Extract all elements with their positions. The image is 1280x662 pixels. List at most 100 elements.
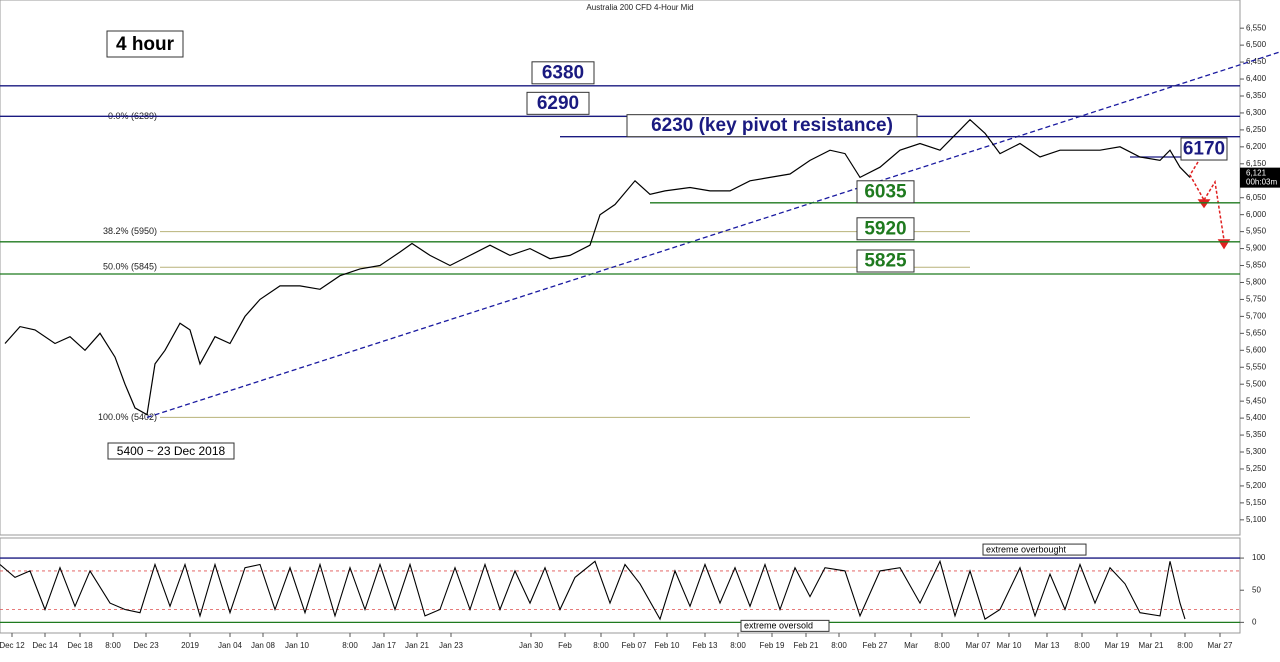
projection-arrows <box>1189 161 1231 250</box>
y-tick-label: 5,100 <box>1246 515 1267 524</box>
level-label: 5920 <box>864 218 906 239</box>
x-tick-label: Feb 07 <box>622 641 647 650</box>
y-tick-label: 5,400 <box>1246 413 1267 422</box>
x-tick-label: 8:00 <box>105 641 121 650</box>
y-tick-label: 6,150 <box>1246 159 1267 168</box>
trendline <box>146 51 1280 419</box>
oscillator-line <box>0 559 1186 621</box>
level-box <box>1180 137 1228 161</box>
y-tick-label: 5,950 <box>1246 227 1267 236</box>
x-tick-label: 8:00 <box>934 641 950 650</box>
x-tick-label: Jan 21 <box>405 641 430 650</box>
y-tick-label: 6,250 <box>1246 125 1267 134</box>
level-label: 6230 (key pivot resistance) <box>651 115 893 136</box>
y-tick-label: 6,000 <box>1246 210 1267 219</box>
x-tick-label: Dec 12 <box>0 641 25 650</box>
x-tick-label: Jan 10 <box>285 641 310 650</box>
y-tick-label: 5,250 <box>1246 464 1267 473</box>
countdown: 00h:03m <box>1246 178 1277 187</box>
low-box <box>107 442 235 460</box>
y-tick-label: 6,550 <box>1246 23 1267 32</box>
x-tick-label: 8:00 <box>1074 641 1090 650</box>
level-box <box>531 61 595 85</box>
y-tick-label: 6,200 <box>1246 142 1267 151</box>
timeframe-box <box>106 30 184 58</box>
x-tick-label: 8:00 <box>831 641 847 650</box>
x-tick-label: 8:00 <box>342 641 358 650</box>
x-tick-label: 2019 <box>181 641 199 650</box>
overbought-box <box>982 543 1087 556</box>
y-tick-label: 6,500 <box>1246 40 1267 49</box>
level-box <box>856 249 915 273</box>
y-tick-label: 5,850 <box>1246 261 1267 270</box>
y-tick-label: 5,500 <box>1246 379 1267 388</box>
x-tick-label: Jan 04 <box>218 641 243 650</box>
y-tick-label: 5,450 <box>1246 396 1267 405</box>
y-tick-label: 5,900 <box>1246 244 1267 253</box>
last-price-tag <box>1240 167 1280 188</box>
fib-label: 38.2% (5950) <box>103 226 157 236</box>
y-tick-label: 6,350 <box>1246 91 1267 100</box>
oversold-box <box>740 619 830 632</box>
y-tick-label: 5,700 <box>1246 311 1267 320</box>
y-tick-label: 5,300 <box>1246 447 1267 456</box>
x-tick-label: Mar 21 <box>1139 641 1164 650</box>
y-tick-label: 5,750 <box>1246 295 1267 304</box>
x-tick-label: Dec 23 <box>133 641 159 650</box>
x-tick-label: Mar <box>904 641 918 650</box>
overbought-label: extreme overbought <box>986 544 1067 554</box>
y-tick-label: 6,400 <box>1246 74 1267 83</box>
level-label: 5825 <box>864 251 907 272</box>
osc-tick-label: 100 <box>1252 553 1266 562</box>
x-tick-label: Mar 13 <box>1035 641 1060 650</box>
y-tick-label: 5,150 <box>1246 498 1267 507</box>
fib-label: 50.0% (5845) <box>103 262 157 272</box>
x-tick-label: Feb 21 <box>794 641 819 650</box>
level-box <box>626 114 918 138</box>
x-tick-label: Mar 10 <box>997 641 1022 650</box>
x-tick-label: Jan 30 <box>519 641 544 650</box>
y-tick-label: 5,350 <box>1246 430 1267 439</box>
x-tick-label: Feb 19 <box>760 641 785 650</box>
oversold-label: extreme oversold <box>744 621 813 631</box>
y-tick-label: 5,650 <box>1246 328 1267 337</box>
y-tick-label: 6,300 <box>1246 108 1267 117</box>
osc-tick-label: 0 <box>1252 617 1257 626</box>
x-tick-label: Dec 14 <box>32 641 58 650</box>
x-tick-label: 8:00 <box>1177 641 1193 650</box>
last-price: 6,121 <box>1246 169 1267 178</box>
x-tick-label: Jan 17 <box>372 641 397 650</box>
low-annotation: 5400 ~ 23 Dec 2018 <box>117 444 226 458</box>
level-label: 6035 <box>864 181 907 202</box>
x-tick-label: Dec 18 <box>67 641 93 650</box>
x-tick-label: Feb <box>558 641 572 650</box>
osc-tick-label: 50 <box>1252 585 1261 594</box>
level-label: 6380 <box>542 62 584 83</box>
x-tick-label: Jan 23 <box>439 641 464 650</box>
x-tick-label: Mar 19 <box>1105 641 1130 650</box>
price-line <box>4 118 1191 416</box>
level-label: 6290 <box>537 93 579 114</box>
y-tick-label: 5,600 <box>1246 345 1267 354</box>
level-box <box>856 217 915 241</box>
x-tick-label: Feb 13 <box>693 641 718 650</box>
x-tick-label: Feb 10 <box>655 641 680 650</box>
level-box <box>526 91 590 115</box>
chart-title: Australia 200 CFD 4-Hour Mid <box>586 3 693 12</box>
x-tick-label: Jan 08 <box>251 641 276 650</box>
fib-label: 100.0% (5402) <box>98 412 157 422</box>
y-tick-label: 6,050 <box>1246 193 1267 202</box>
x-tick-label: 8:00 <box>593 641 609 650</box>
level-box <box>856 180 915 204</box>
x-tick-label: Mar 07 <box>966 641 991 650</box>
timeframe: 4 hour <box>116 34 175 55</box>
x-tick-label: Mar 27 <box>1208 641 1233 650</box>
x-tick-label: 8:00 <box>730 641 746 650</box>
y-tick-label: 6,450 <box>1246 57 1267 66</box>
level-label: 6170 <box>1183 139 1225 160</box>
y-tick-label: 5,550 <box>1246 362 1267 371</box>
x-tick-label: Feb 27 <box>863 641 888 650</box>
y-tick-label: 5,200 <box>1246 481 1267 490</box>
y-tick-label: 5,800 <box>1246 278 1267 287</box>
